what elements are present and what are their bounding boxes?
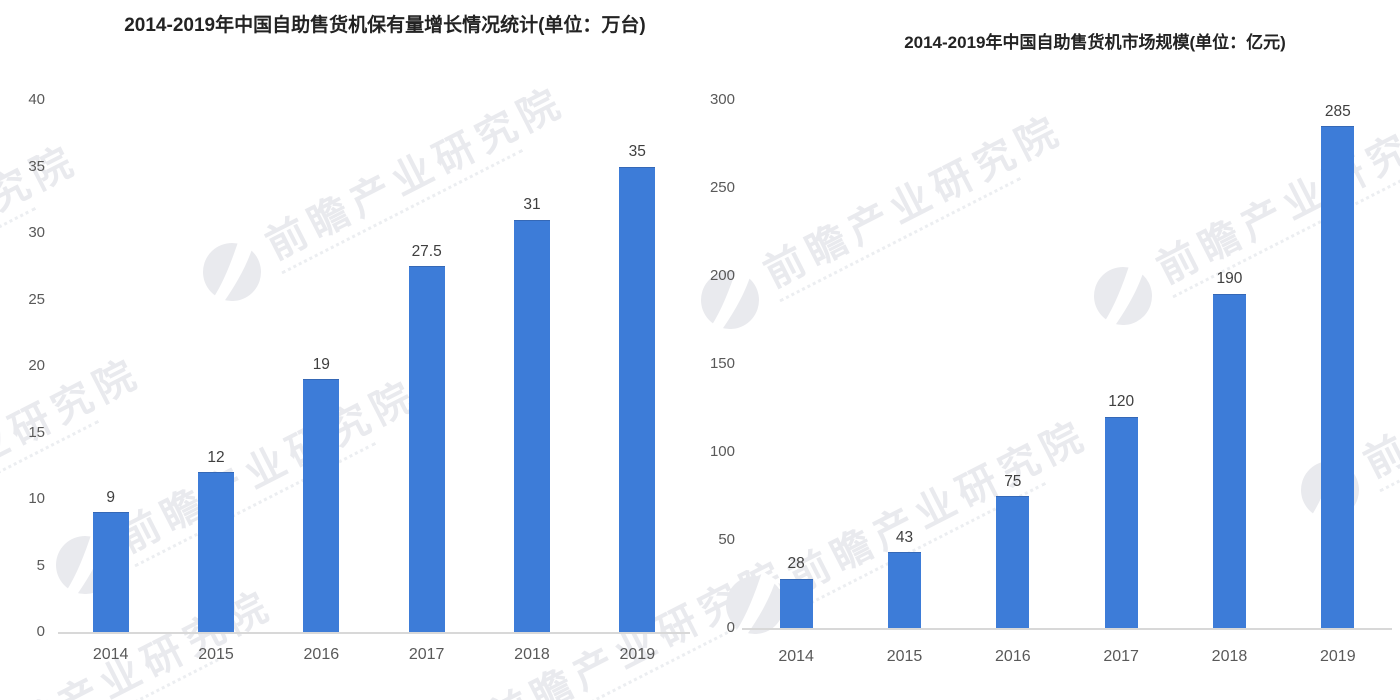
plot-area: 28 43 75 120 190 285	[742, 100, 1392, 630]
bar-slot: 12	[163, 100, 268, 632]
x-axis: 2014 2015 2016 2017 2018 2019	[58, 646, 690, 664]
bar	[1212, 293, 1246, 628]
bar	[303, 379, 340, 632]
bar-value-label: 31	[523, 196, 541, 214]
bar	[887, 552, 921, 628]
bar-value-label: 75	[1004, 472, 1022, 490]
bar-value-label: 35	[628, 143, 646, 160]
bar-slot: 190	[1175, 100, 1283, 628]
y-tick-label: 35	[28, 157, 45, 175]
bar	[996, 496, 1030, 628]
y-tick-label: 250	[709, 179, 735, 196]
bar-slot: 285	[1284, 100, 1392, 628]
y-axis: 0 5 10 15 20 25 30 35 40	[20, 91, 45, 640]
x-tick-label: 2016	[303, 646, 340, 663]
bar-value-label: 9	[106, 488, 115, 506]
bar	[1321, 126, 1355, 628]
bar-slot: 31	[479, 100, 584, 632]
bar-value-label: 28	[787, 555, 805, 573]
bar	[92, 512, 129, 632]
bar	[1104, 416, 1138, 628]
x-tick-label: 2018	[1211, 648, 1248, 665]
bar	[779, 578, 813, 628]
bar-slot: 27.5	[374, 100, 479, 632]
x-tick-label: 2016	[995, 648, 1031, 665]
y-tick-label: 40	[28, 91, 45, 108]
x-tick-label: 2017	[1103, 648, 1139, 665]
y-tick-label: 0	[36, 623, 45, 640]
bar-slot: 75	[959, 100, 1067, 628]
chart-vending-machine-ownership: 2014-2019年中国自助售货机保有量增长情况统计(单位：万台) 0 5 10 15…	[20, 0, 700, 700]
y-tick-label: 10	[28, 490, 45, 507]
x-tick-label: 2015	[198, 646, 234, 663]
bar	[619, 166, 656, 632]
bar-value-label: 19	[312, 355, 330, 373]
x-tick-label: 2019	[1320, 648, 1356, 665]
y-tick-label: 20	[28, 357, 45, 374]
y-axis: 0 50 100 150 200 250 300	[700, 91, 735, 636]
bar-slot: 43	[850, 100, 958, 628]
bar-slot: 35	[585, 100, 690, 632]
bar-value-label: 12	[207, 448, 225, 466]
x-tick-label: 2018	[514, 646, 550, 663]
chart-title: 2014-2019年中国自助售货机市场规模(单位：亿元)	[904, 33, 1286, 52]
x-axis: 2014 2015 2016 2017 2018 2019	[742, 648, 1392, 666]
bar	[513, 219, 550, 632]
y-tick-label: 100	[709, 443, 735, 460]
x-tick-label: 2017	[408, 646, 445, 663]
x-tick-label: 2014	[92, 646, 129, 663]
y-tick-label: 25	[28, 290, 45, 308]
x-tick-label: 2014	[778, 648, 814, 665]
x-tick-label: 2019	[619, 646, 656, 663]
y-tick-label: 200	[709, 267, 735, 284]
bar-value-label: 285	[1324, 102, 1351, 120]
y-tick-label: 5	[36, 556, 45, 574]
bar-slot: 19	[269, 100, 374, 632]
y-tick-label: 30	[28, 224, 45, 241]
y-tick-label: 150	[709, 355, 735, 372]
bar-slot: 28	[742, 100, 850, 628]
y-tick-label: 0	[726, 619, 735, 636]
x-tick-label: 2015	[886, 648, 923, 665]
chart-vending-machine-market-size: 2014-2019年中国自助售货机市场规模(单位：亿元) 0 50 100 150 20…	[700, 0, 1400, 700]
bar-value-label: 43	[895, 528, 914, 546]
bar-value-label: 27.5	[411, 242, 442, 260]
bar-value-label: 120	[1108, 393, 1135, 411]
bar-value-label: 190	[1216, 270, 1243, 288]
chart-title: 2014-2019年中国自助售货机保有量增长情况统计(单位：万台)	[124, 15, 646, 36]
bar	[197, 472, 234, 632]
plot-area: 9 12 19 27.5 31 35	[58, 100, 690, 634]
bar	[408, 266, 445, 632]
y-tick-label: 50	[718, 531, 735, 548]
y-tick-label: 15	[28, 423, 45, 441]
bar-slot: 9	[58, 100, 163, 632]
y-tick-label: 300	[709, 91, 735, 108]
bar-slot: 120	[1067, 100, 1175, 628]
